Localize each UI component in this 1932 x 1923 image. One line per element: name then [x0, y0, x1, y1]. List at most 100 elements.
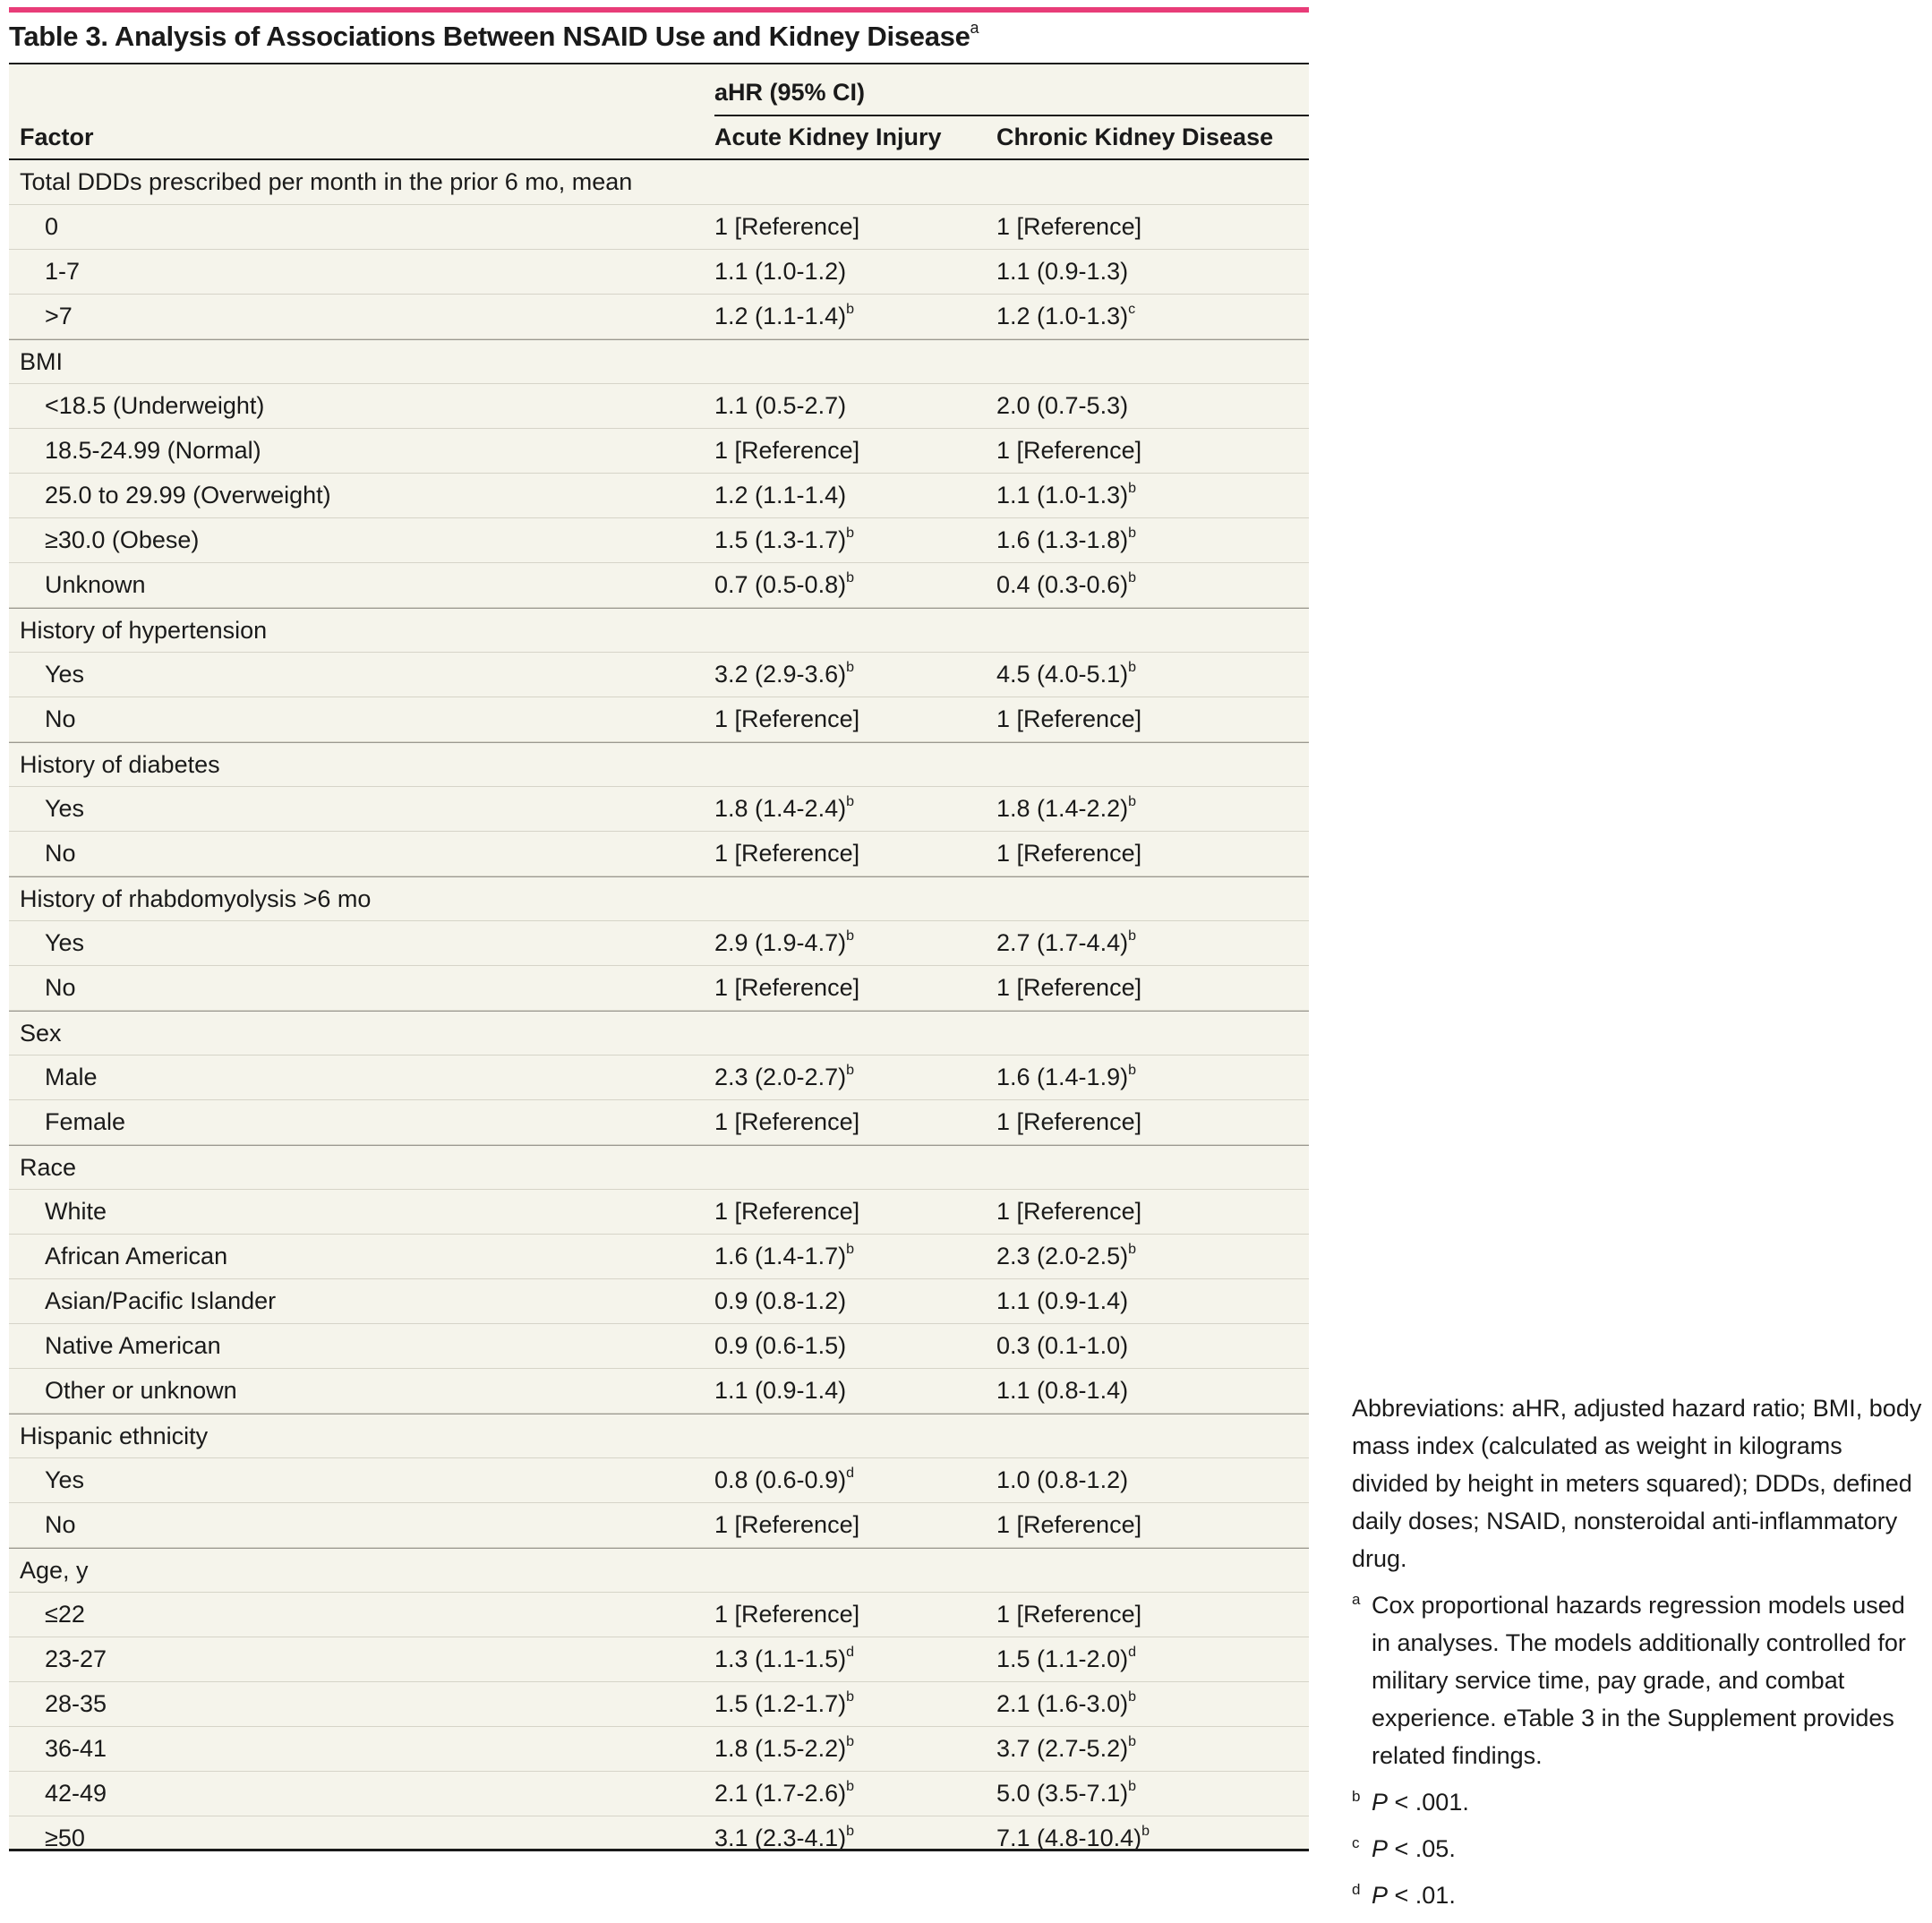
abbreviations-note: Abbreviations: aHR, adjusted hazard rati… [1352, 1395, 1922, 1572]
ckd-value: 1 [Reference] [996, 1198, 1142, 1225]
aki-value: 2.1 (1.7-2.6) [714, 1780, 847, 1807]
accent-bar [9, 7, 1309, 13]
table-group-row: History of diabetes [9, 742, 1309, 787]
factor-cell: ≤22 [45, 1601, 85, 1628]
table-row: No 1 [Reference] 1 [Reference] [9, 832, 1309, 876]
table-group-row: Hispanic ethnicity [9, 1414, 1309, 1458]
aki-cell: 1 [Reference] [714, 1100, 859, 1144]
ckd-cell: 4.5 (4.0-5.1)b [996, 653, 1136, 697]
aki-value: 0.9 (0.8-1.2) [714, 1287, 847, 1314]
aki-value: 0.9 (0.6-1.5) [714, 1332, 847, 1359]
aki-cell: 1 [Reference] [714, 205, 859, 249]
ckd-cell: 1.1 (0.9-1.3) [996, 250, 1128, 294]
table-notes: Abbreviations: aHR, adjusted hazard rati… [1352, 1389, 1925, 1923]
table-row: ≥50 3.1 (2.3-4.1)b 7.1 (4.8-10.4)b [9, 1816, 1309, 1861]
aki-value: 1 [Reference] [714, 437, 860, 464]
aki-value: 1.8 (1.5-2.2) [714, 1735, 847, 1762]
ckd-value: 0.4 (0.3-0.6) [996, 571, 1129, 598]
aki-value: 1 [Reference] [714, 974, 860, 1001]
table-row: Yes 3.2 (2.9-3.6)b 4.5 (4.0-5.1)b [9, 653, 1309, 697]
ckd-value: 1 [Reference] [996, 1108, 1142, 1135]
ckd-footnote-mark: b [1128, 1063, 1136, 1078]
ckd-footnote-mark: b [1128, 481, 1136, 496]
table-row: Yes 1.8 (1.4-2.4)b 1.8 (1.4-2.2)b [9, 787, 1309, 832]
aki-value: 2.3 (2.0-2.7) [714, 1064, 847, 1090]
aki-footnote-mark: b [846, 302, 854, 317]
table-row: ≥30.0 (Obese) 1.5 (1.3-1.7)b 1.6 (1.3-1.8)… [9, 518, 1309, 563]
ckd-cell: 2.0 (0.7-5.3) [996, 384, 1128, 428]
ckd-cell: 1.8 (1.4-2.2)b [996, 787, 1136, 831]
aki-value: 1.1 (1.0-1.2) [714, 258, 847, 285]
ckd-cell: 1 [Reference] [996, 832, 1141, 876]
aki-footnote-mark: b [846, 1779, 854, 1794]
footnote-mark: a [1352, 1591, 1361, 1608]
aki-footnote-mark: b [846, 570, 854, 585]
aki-value: 1 [Reference] [714, 705, 860, 732]
ckd-footnote-mark: b [1128, 660, 1136, 675]
ckd-cell: 2.7 (1.7-4.4)b [996, 921, 1136, 965]
table-group-row: History of rhabdomyolysis >6 mo [9, 876, 1309, 921]
ckd-footnote-mark: b [1141, 1824, 1150, 1839]
aki-cell: 1.2 (1.1-1.4) [714, 474, 846, 517]
ckd-value: 1 [Reference] [996, 1511, 1142, 1538]
aki-cell: 3.1 (2.3-4.1)b [714, 1816, 854, 1860]
aki-cell: 1 [Reference] [714, 429, 859, 473]
ckd-value: 1.8 (1.4-2.2) [996, 795, 1129, 822]
table-row: Yes 0.8 (0.6-0.9)d 1.0 (0.8-1.2) [9, 1458, 1309, 1503]
ckd-value: 1 [Reference] [996, 705, 1142, 732]
ckd-value: 1.1 (1.0-1.3) [996, 482, 1129, 509]
ckd-value: 2.1 (1.6-3.0) [996, 1690, 1129, 1717]
ckd-cell: 5.0 (3.5-7.1)b [996, 1772, 1136, 1816]
ckd-value: 2.3 (2.0-2.5) [996, 1243, 1129, 1269]
aki-cell: 3.2 (2.9-3.6)b [714, 653, 854, 697]
factor-cell: Other or unknown [45, 1377, 237, 1404]
factor-cell: No [45, 974, 76, 1001]
ckd-cell: 1 [Reference] [996, 1190, 1141, 1234]
table-header: aHR (95% CI) Factor Acute Kidney Injury … [9, 64, 1309, 160]
table-row: Other or unknown 1.1 (0.9-1.4) 1.1 (0.8-1.… [9, 1369, 1309, 1414]
aki-value: 3.2 (2.9-3.6) [714, 661, 847, 688]
footnote-text: < .01. [1388, 1882, 1456, 1909]
footnote-mark: d [1352, 1881, 1361, 1898]
aki-value: 3.1 (2.3-4.1) [714, 1825, 847, 1851]
table-row: >7 1.2 (1.1-1.4)b 1.2 (1.0-1.3)c [9, 295, 1309, 339]
table-row: Native American 0.9 (0.6-1.5) 0.3 (0.1-1.0… [9, 1324, 1309, 1369]
ckd-cell: 0.3 (0.1-1.0) [996, 1324, 1128, 1368]
ckd-footnote-mark: d [1128, 1645, 1136, 1660]
aki-footnote-mark: b [846, 1734, 854, 1749]
ckd-value: 1.2 (1.0-1.3) [996, 303, 1129, 329]
table-row: ≤22 1 [Reference] 1 [Reference] [9, 1593, 1309, 1637]
aki-cell: 0.8 (0.6-0.9)d [714, 1458, 854, 1502]
aki-footnote-mark: d [846, 1645, 854, 1660]
ckd-footnote-mark: b [1128, 794, 1136, 809]
aki-value: 1.5 (1.3-1.7) [714, 526, 847, 553]
footnote-p-symbol: P [1372, 1789, 1389, 1816]
table-group-row: Race [9, 1145, 1309, 1190]
aki-cell: 1 [Reference] [714, 697, 859, 741]
header-group-label: aHR (95% CI) [714, 79, 866, 106]
ckd-value: 1 [Reference] [996, 974, 1142, 1001]
ckd-cell: 1 [Reference] [996, 429, 1141, 473]
table-group-row: History of hypertension [9, 608, 1309, 653]
aki-value: 1.1 (0.9-1.4) [714, 1377, 847, 1404]
aki-cell: 1.5 (1.3-1.7)b [714, 518, 854, 562]
factor-cell: Yes [45, 1466, 85, 1493]
table-body: Total DDDs prescribed per month in the p… [9, 160, 1309, 1861]
factor-cell: Asian/Pacific Islander [45, 1287, 277, 1314]
aki-value: 1.6 (1.4-1.7) [714, 1243, 847, 1269]
ckd-value: 5.0 (3.5-7.1) [996, 1780, 1129, 1807]
table-row: No 1 [Reference] 1 [Reference] [9, 1503, 1309, 1548]
factor-cell: 0 [45, 213, 59, 240]
factor-cell: 18.5-24.99 (Normal) [45, 437, 261, 464]
header-factor: Factor [20, 124, 94, 150]
factor-cell: Sex [20, 1020, 62, 1047]
footnote-mark: c [1352, 1834, 1360, 1851]
ckd-value: 2.0 (0.7-5.3) [996, 392, 1129, 419]
aki-value: 1 [Reference] [714, 1601, 860, 1628]
factor-cell: No [45, 1511, 76, 1538]
ckd-value: 1.0 (0.8-1.2) [996, 1466, 1129, 1493]
ckd-cell: 1.2 (1.0-1.3)c [996, 295, 1135, 338]
table-title: Table 3. Analysis of Associations Betwee… [9, 18, 1309, 63]
table-row: 25.0 to 29.99 (Overweight) 1.2 (1.1-1.4) 1… [9, 474, 1309, 518]
